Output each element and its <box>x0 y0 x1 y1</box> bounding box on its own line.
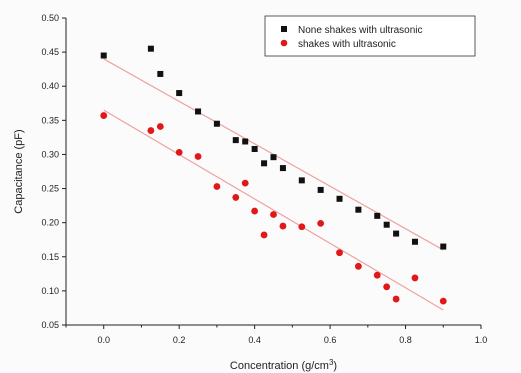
y-tick-label: 0.45 <box>41 47 59 57</box>
data-point-square <box>440 243 447 250</box>
legend: None shakes with ultrasonic shakes with … <box>264 15 476 57</box>
y-tick-label: 0.50 <box>41 13 59 23</box>
data-point-square <box>336 195 343 202</box>
data-point-circle <box>100 112 108 119</box>
data-point-square <box>411 238 418 245</box>
x-tick-label: 0.4 <box>248 335 261 345</box>
data-point-circle <box>317 219 325 227</box>
data-point-circle <box>194 153 202 160</box>
legend-label-series-1: shakes with ultrasonic <box>298 39 396 50</box>
data-point-circle <box>270 211 277 218</box>
data-point-square <box>157 70 164 77</box>
data-point-circle <box>298 223 306 231</box>
x-axis-title-tail: ) <box>333 360 337 372</box>
data-point-circle <box>241 179 249 187</box>
y-tick-label: 0.35 <box>41 115 59 125</box>
data-point-circle <box>175 148 183 156</box>
legend-marker-square <box>281 26 287 32</box>
data-point-circle <box>336 249 343 257</box>
y-tick-label: 0.10 <box>41 286 59 296</box>
y-axis-ticks: 0.05 0.10 0.15 0.20 0.25 0.30 0.35 0.40 0.45 0.50 <box>41 13 66 330</box>
legend-marker-circle <box>280 39 288 47</box>
data-point-circle <box>392 295 400 303</box>
data-point-circle <box>232 194 240 201</box>
data-point-circle <box>354 262 362 270</box>
data-point-circle <box>383 283 391 291</box>
data-point-square <box>374 212 381 219</box>
data-point-square <box>100 52 107 59</box>
data-point-circle <box>213 183 221 190</box>
x-tick-label: 0.8 <box>399 335 412 345</box>
y-tick-label: 0.30 <box>41 149 59 159</box>
data-points <box>100 45 447 305</box>
data-point-circle <box>439 297 447 305</box>
fit-line <box>103 109 444 311</box>
x-axis-ticks: 0.0 0.2 0.4 0.6 0.8 1.0 <box>65 325 488 345</box>
x-axis-title: Concentration (g/cm3) <box>230 358 337 372</box>
y-axis-title: Capacitance (pF) <box>13 129 25 213</box>
y-tick-label: 0.40 <box>41 81 59 91</box>
data-point-square <box>195 108 202 115</box>
legend-label-series-0: None shakes with ultrasonic <box>298 25 423 36</box>
x-tick-label: 0.6 <box>324 335 337 345</box>
data-point-square <box>147 45 154 52</box>
data-point-circle <box>279 222 287 230</box>
data-point-square <box>298 177 305 184</box>
x-axis-title-sup: 3 <box>329 358 334 367</box>
x-axis-title-main: Concentration (g/cm <box>230 360 329 372</box>
data-point-square <box>213 120 220 127</box>
data-point-square <box>279 165 286 172</box>
data-point-square <box>270 154 277 161</box>
data-point-square <box>232 137 239 144</box>
legend-box <box>264 15 476 57</box>
data-point-square <box>261 160 268 167</box>
x-tick-label: 0.2 <box>173 335 186 345</box>
data-point-square <box>383 221 390 228</box>
data-point-square <box>317 186 324 193</box>
data-point-circle <box>373 271 381 279</box>
data-point-circle <box>156 123 164 130</box>
data-point-square <box>176 90 183 97</box>
data-point-square <box>355 206 362 213</box>
y-tick-label: 0.05 <box>41 320 59 330</box>
x-tick-label: 0.0 <box>97 335 110 345</box>
fit-lines <box>103 58 444 311</box>
data-point-square <box>393 230 400 237</box>
y-tick-label: 0.20 <box>41 218 59 228</box>
axes <box>65 18 481 326</box>
data-point-circle <box>251 207 259 215</box>
data-point-square <box>251 145 258 152</box>
x-tick-label: 1.0 <box>475 335 488 345</box>
data-point-circle <box>411 274 419 282</box>
data-point-circle <box>260 231 268 239</box>
data-point-square <box>242 138 249 145</box>
y-tick-label: 0.15 <box>41 252 59 262</box>
y-tick-label: 0.25 <box>41 184 59 194</box>
data-point-circle <box>147 127 155 134</box>
